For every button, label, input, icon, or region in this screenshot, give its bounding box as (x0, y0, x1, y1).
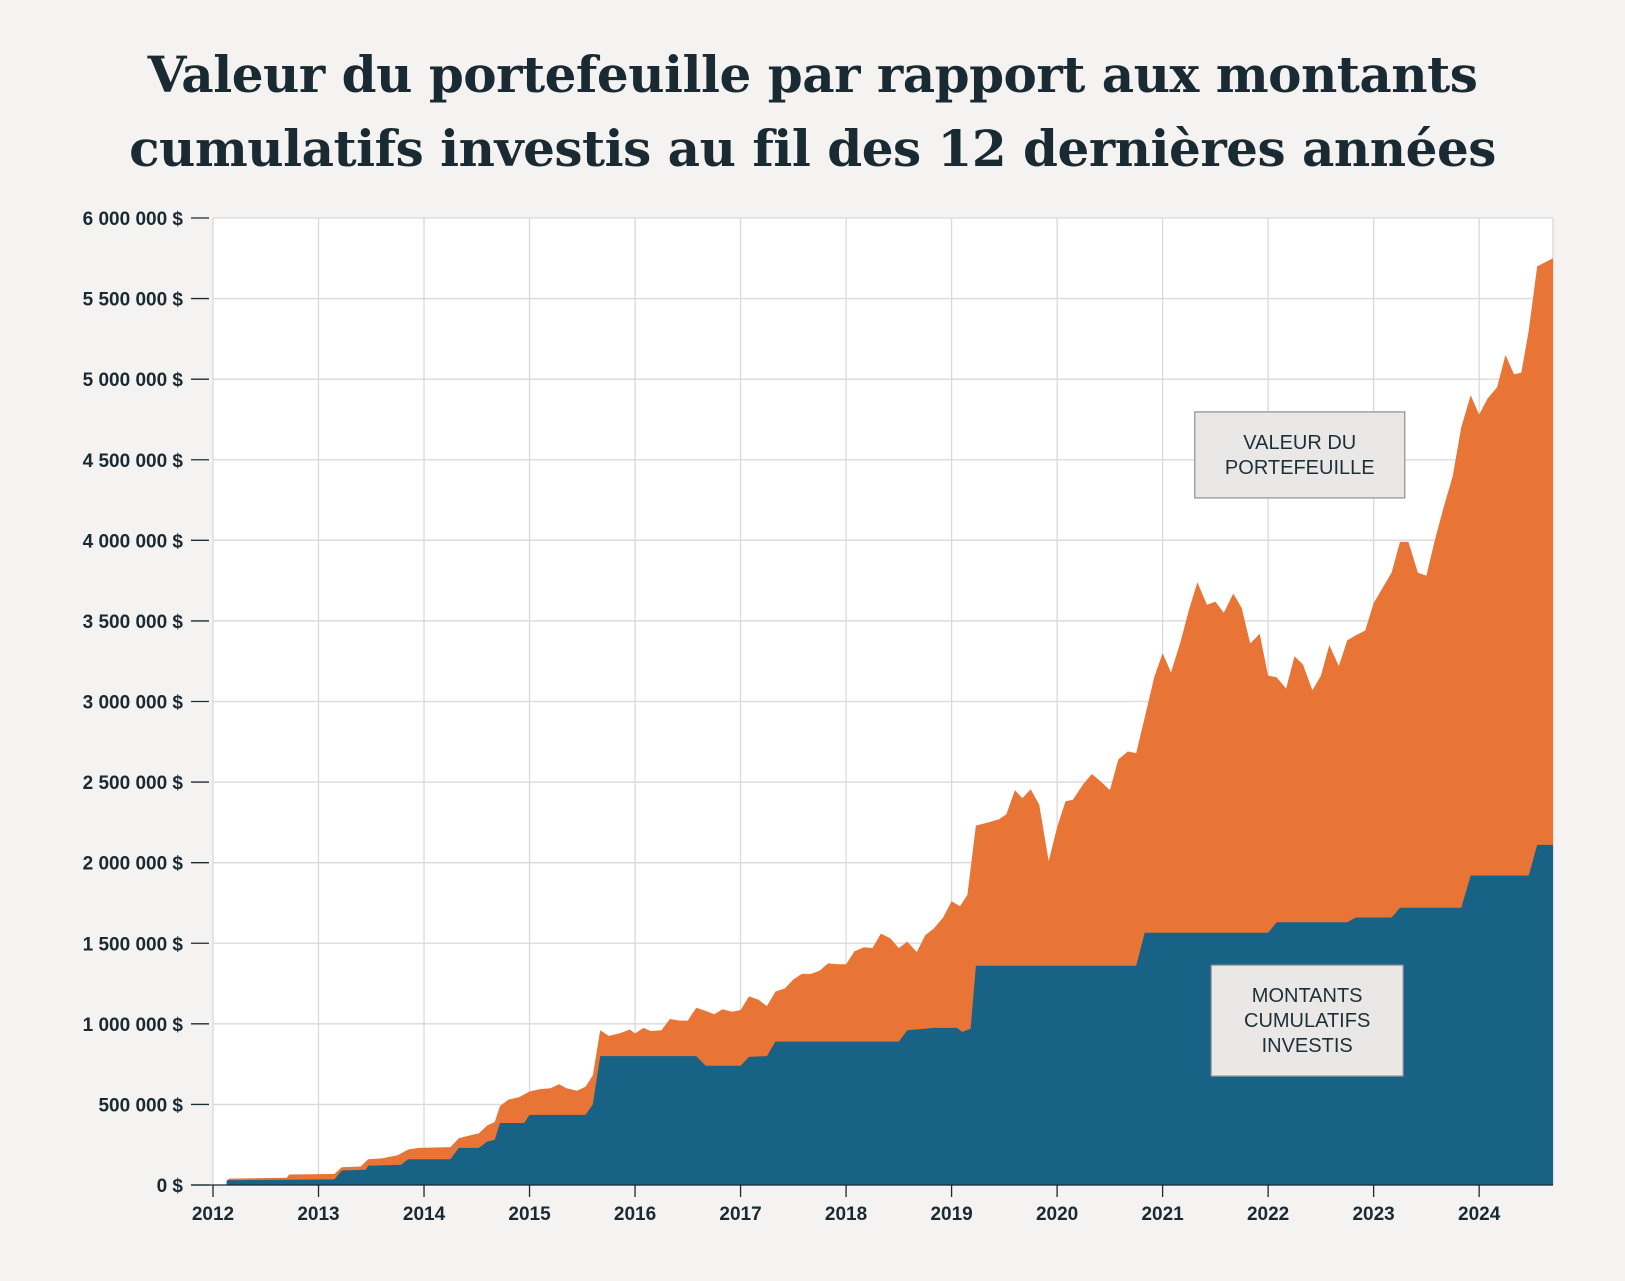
x-tick-label: 2013 (297, 1204, 339, 1225)
chart-title-line-2: cumulatifs investis au fil des 12 derniè… (129, 119, 1496, 178)
x-axis: 2012 2013 2014 2015 2016 2017 2018 2019 2020 2021… (191, 1184, 1553, 1225)
label-box-background (1210, 964, 1404, 1077)
x-tick-label: 2016 (614, 1204, 656, 1225)
y-tick-label: 1 000 000 $ (83, 1015, 184, 1036)
y-tick-label: 2 500 000 $ (83, 773, 184, 794)
chart-title-line-1: Valeur du portefeuille par rapport aux m… (147, 45, 1478, 104)
series-label-line: CUMULATIFS (1244, 1010, 1370, 1032)
x-tick-label: 2019 (930, 1204, 972, 1225)
chart-title: Valeur du portefeuille par rapport aux m… (0, 38, 1625, 186)
y-tick-label: 5 500 000 $ (83, 290, 184, 311)
series-labels: VALEUR DU PORTEFEUILLE MONTANTS CUMULATIFS I… (1194, 411, 1406, 1077)
x-tick-label: 2024 (1458, 1204, 1501, 1225)
x-tick-label: 2020 (1036, 1204, 1078, 1225)
y-tick-label: 0 $ (157, 1176, 184, 1197)
y-tick-label: 500 000 $ (98, 1095, 183, 1116)
y-tick-label: 6 000 000 $ (83, 209, 184, 230)
x-tick-label: 2021 (1141, 1204, 1184, 1225)
series-label-line: INVESTIS (1262, 1035, 1353, 1057)
x-tick-label: 2014 (403, 1204, 446, 1225)
x-tick-label: 2012 (192, 1204, 234, 1225)
x-tick-label: 2017 (719, 1204, 761, 1225)
series-label-line: MONTANTS (1252, 985, 1363, 1007)
y-tick-label: 4 000 000 $ (83, 531, 184, 552)
x-tick-label: 2015 (508, 1204, 551, 1225)
portfolio-value-label-box: VALEUR DU PORTEFEUILLE (1194, 411, 1406, 499)
x-tick-label: 2018 (825, 1204, 867, 1225)
y-axis: 0 $ 500 000 $ 1 000 000 $ 1 500 000 $ 2 000 … (83, 209, 209, 1197)
label-box-background (1194, 411, 1406, 499)
y-tick-label: 5 000 000 $ (83, 370, 184, 391)
x-tick-label: 2022 (1247, 1204, 1289, 1225)
invested-amount-area (226, 844, 1554, 1185)
y-tick-label: 1 500 000 $ (83, 934, 184, 955)
y-tick-label: 3 500 000 $ (83, 612, 184, 633)
series-label-line: PORTEFEUILLE (1225, 457, 1375, 479)
y-tick-label: 3 000 000 $ (83, 693, 184, 714)
area-series (226, 258, 1554, 1185)
invested-amount-label-box: MONTANTS CUMULATIFS INVESTIS (1210, 964, 1404, 1077)
y-tick-label: 2 000 000 $ (83, 854, 184, 875)
series-label-line: VALEUR DU (1243, 432, 1356, 454)
x-tick-label: 2023 (1352, 1204, 1394, 1225)
y-tick-label: 4 500 000 $ (83, 451, 184, 472)
